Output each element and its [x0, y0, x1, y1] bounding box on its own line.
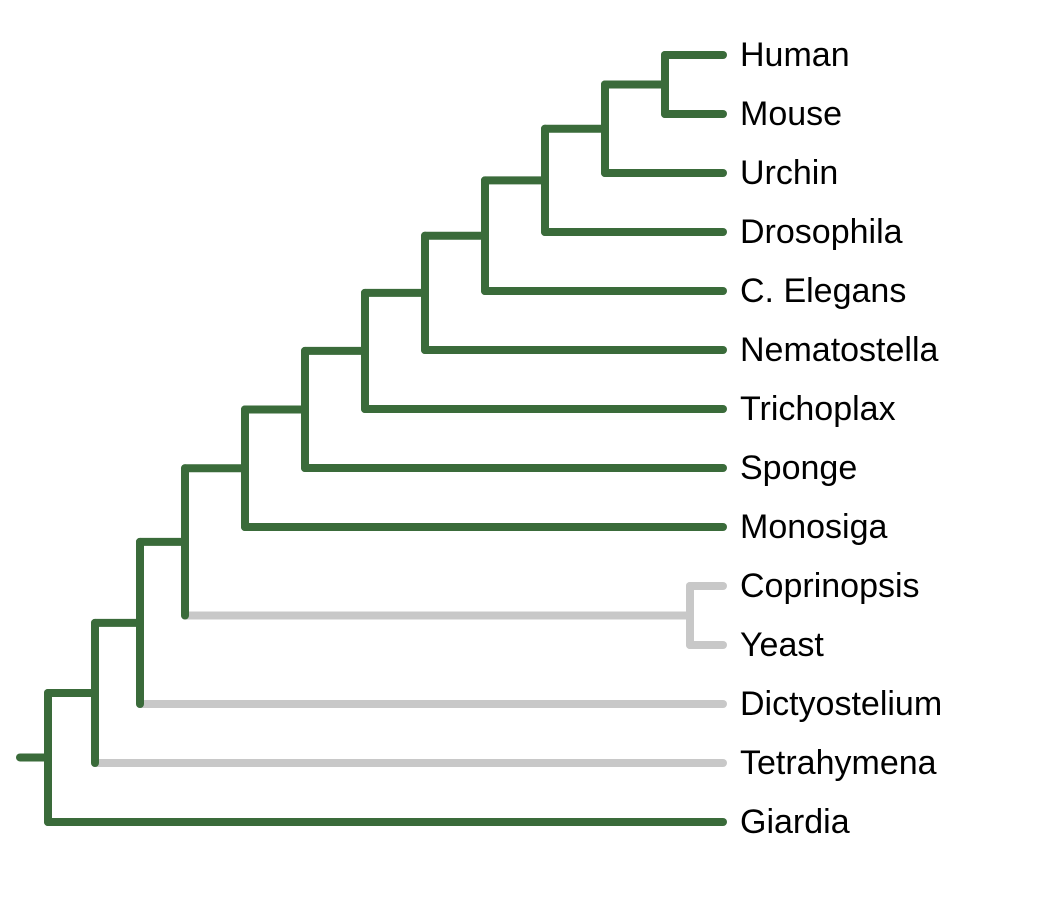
leaf-label-mouse: Mouse	[740, 95, 842, 134]
leaf-label-drosophila: Drosophila	[740, 213, 903, 252]
leaf-label-giardia: Giardia	[740, 803, 850, 842]
leaf-label-human: Human	[740, 36, 850, 75]
leaf-label-tetrahymena: Tetrahymena	[740, 744, 937, 783]
leaf-label-sponge: Sponge	[740, 449, 857, 488]
leaf-label-monosiga: Monosiga	[740, 508, 887, 547]
leaf-label-dictyostelium: Dictyostelium	[740, 685, 942, 724]
leaf-label-urchin: Urchin	[740, 154, 838, 193]
leaf-label-c-elegans: C. Elegans	[740, 272, 906, 311]
leaf-label-nematostella: Nematostella	[740, 331, 938, 370]
phylogenetic-tree: Human Mouse Urchin Drosophila C. Elegans Nema…	[0, 0, 1049, 900]
leaf-label-trichoplax: Trichoplax	[740, 390, 896, 429]
leaf-label-coprinopsis: Coprinopsis	[740, 567, 920, 606]
leaf-label-yeast: Yeast	[740, 626, 824, 665]
